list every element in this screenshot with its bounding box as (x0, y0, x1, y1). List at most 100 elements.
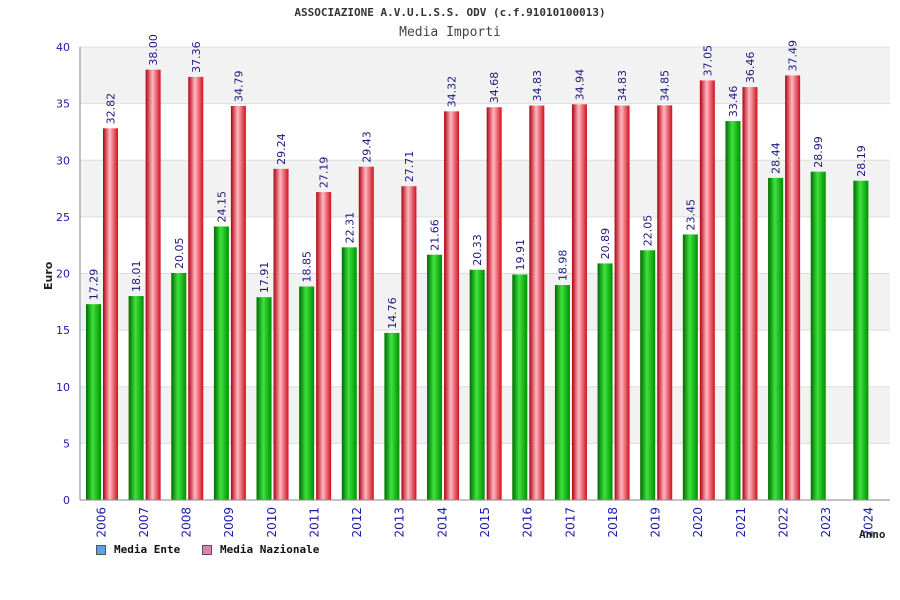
y-axis-title: Euro (42, 261, 55, 290)
value-label-ente-2023: 28.99 (812, 136, 825, 168)
bar-media-ente-2017 (554, 285, 570, 500)
bar-media-nazionale-2008 (188, 76, 204, 500)
value-label-nazionale-2016: 34.83 (531, 70, 544, 102)
value-label-nazionale-2014: 34.32 (446, 76, 459, 108)
value-label-nazionale-2022: 37.49 (787, 40, 800, 72)
x-tick-label: 2006 (94, 507, 108, 538)
value-label-ente-2016: 19.91 (514, 239, 527, 271)
value-label-ente-2014: 21.66 (429, 219, 442, 251)
x-tick-label: 2019 (649, 507, 663, 538)
value-label-nazionale-2021: 36.46 (744, 52, 757, 84)
y-tick-label: 35 (56, 98, 70, 111)
bar-media-nazionale-2022 (785, 75, 801, 500)
value-label-nazionale-2012: 29.43 (360, 131, 373, 163)
bar-media-ente-2015 (469, 269, 485, 500)
value-label-ente-2024: 28.19 (855, 145, 868, 177)
bar-media-ente-2024 (853, 180, 869, 501)
bar-media-nazionale-2013 (401, 186, 417, 500)
x-tick-label: 2018 (606, 507, 620, 538)
value-label-ente-2007: 18.01 (130, 261, 143, 293)
x-tick-label: 2021 (734, 507, 748, 538)
value-label-nazionale-2006: 32.82 (105, 93, 118, 125)
x-tick-label: 2007 (137, 507, 151, 538)
x-tick-label: 2008 (180, 507, 194, 538)
bar-media-ente-2006 (86, 304, 101, 500)
y-tick-label: 10 (56, 381, 70, 394)
legend-item-media-ente: Media Ente (96, 543, 180, 556)
x-tick-label: 2012 (350, 507, 364, 538)
x-tick-label: 2020 (691, 507, 705, 538)
x-tick-label: 2010 (265, 507, 279, 538)
bar-media-ente-2018 (597, 263, 613, 500)
legend-item-media-nazionale: Media Nazionale (202, 543, 319, 556)
y-tick-label: 20 (56, 268, 70, 281)
x-tick-label: 2016 (521, 507, 535, 538)
chart-subtitle: Media Importi (399, 25, 501, 40)
bar-media-ente-2020 (682, 234, 698, 500)
y-tick-label: 25 (56, 211, 70, 224)
bar-media-ente-2022 (768, 177, 784, 501)
value-label-ente-2006: 17.29 (88, 269, 101, 301)
value-label-ente-2021: 33.46 (727, 86, 740, 118)
bar-media-ente-2007 (128, 296, 144, 500)
value-label-nazionale-2015: 34.68 (488, 72, 501, 104)
value-label-nazionale-2008: 37.36 (190, 41, 203, 73)
bar-media-ente-2013 (384, 332, 400, 500)
value-label-nazionale-2017: 34.94 (573, 69, 586, 101)
bar-media-ente-2009 (213, 226, 229, 500)
x-tick-label: 2011 (307, 507, 321, 538)
bar-media-nazionale-2019 (657, 105, 673, 500)
value-label-nazionale-2011: 27.19 (318, 157, 331, 189)
chart-title: ASSOCIAZIONE A.V.U.L.S.S. ODV (c.f.91010… (294, 6, 606, 19)
legend-swatch-ente (96, 544, 106, 555)
y-tick-label: 40 (56, 41, 70, 54)
bar-media-ente-2014 (427, 254, 443, 500)
value-label-nazionale-2019: 34.85 (659, 70, 672, 102)
bar-media-nazionale-2017 (571, 104, 587, 500)
bar-media-ente-2008 (171, 272, 187, 500)
x-tick-label: 2024 (862, 507, 876, 538)
bar-media-nazionale-2018 (614, 105, 630, 501)
bar-media-ente-2023 (810, 171, 826, 501)
value-label-ente-2020: 23.45 (684, 199, 697, 231)
value-label-nazionale-2020: 37.05 (701, 45, 714, 77)
legend-label-nazionale: Media Nazionale (220, 543, 320, 556)
bar-media-nazionale-2014 (444, 111, 460, 501)
bar-media-nazionale-2020 (699, 80, 715, 500)
x-tick-label: 2017 (563, 507, 577, 538)
value-label-ente-2013: 14.76 (386, 297, 399, 329)
value-label-ente-2008: 20.05 (173, 237, 186, 269)
value-label-ente-2019: 22.05 (642, 215, 655, 247)
x-tick-label: 2013 (393, 507, 407, 538)
value-label-nazionale-2007: 38.00 (147, 34, 160, 66)
x-tick-label: 2022 (776, 507, 790, 538)
y-tick-label: 30 (56, 154, 70, 167)
bar-media-nazionale-2006 (103, 128, 118, 500)
bar-media-nazionale-2021 (742, 87, 758, 500)
x-tick-label: 2015 (478, 507, 492, 538)
value-label-ente-2011: 18.85 (301, 251, 314, 283)
bar-media-ente-2010 (256, 297, 272, 500)
bar-media-ente-2016 (512, 274, 528, 500)
value-label-nazionale-2009: 34.79 (232, 71, 245, 102)
legend-label-ente: Media Ente (114, 543, 181, 556)
bar-media-nazionale-2010 (273, 168, 289, 500)
value-label-ente-2018: 20.89 (599, 228, 612, 260)
value-label-nazionale-2013: 27.71 (403, 151, 416, 183)
bar-media-ente-2019 (640, 250, 656, 500)
bar-media-nazionale-2009 (230, 106, 246, 501)
value-label-nazionale-2018: 34.83 (616, 70, 629, 102)
bar-media-ente-2021 (725, 121, 741, 501)
x-tick-label: 2009 (222, 507, 236, 538)
value-label-ente-2015: 20.33 (471, 234, 484, 266)
bar-media-nazionale-2016 (529, 105, 545, 501)
x-tick-label: 2023 (819, 507, 833, 538)
legend-swatch-nazionale (202, 544, 212, 555)
bar-media-ente-2012 (341, 247, 357, 500)
x-tick-label: 2014 (435, 507, 449, 538)
value-label-ente-2010: 17.91 (258, 262, 271, 294)
value-label-ente-2017: 18.98 (556, 250, 569, 282)
value-label-nazionale-2010: 29.24 (275, 133, 288, 165)
